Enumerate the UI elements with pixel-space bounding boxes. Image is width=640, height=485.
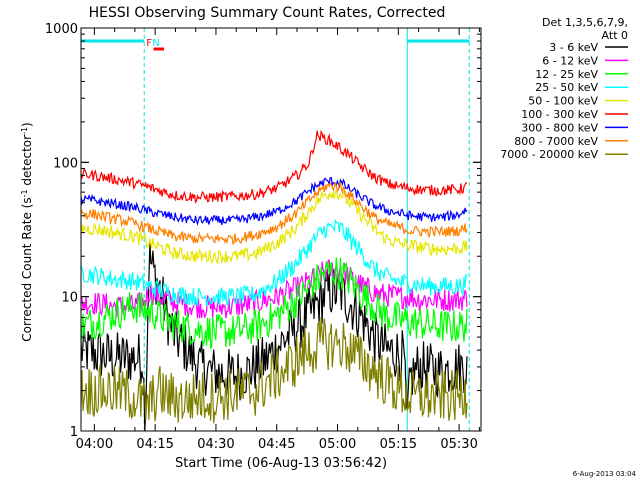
x-axis-label: Start Time (06-Aug-13 03:56:42)	[175, 456, 387, 471]
x-tick-label: 04:45	[258, 437, 295, 452]
x-axis: 04:00 04:15 04:30 04:45 05:00 05:15 05:30	[76, 28, 480, 452]
x-tick-label: 04:00	[76, 437, 113, 452]
plot-inner	[81, 28, 470, 431]
x-tick-label: 05:15	[380, 437, 417, 452]
y-axis-label: Corrected Count Rate (s-1 detector-1)	[20, 122, 35, 341]
series-trace-4	[81, 190, 468, 265]
plot-frame	[80, 27, 482, 432]
series-trace-7	[81, 181, 468, 246]
night-interval-1	[406, 28, 470, 431]
legend-entry-label: 6 - 12 keV	[542, 54, 598, 67]
legend-entry-label: 3 - 6 keV	[549, 41, 598, 54]
y-tick-label: 100	[53, 156, 78, 171]
flag-label-0: F	[146, 38, 152, 49]
y-axis-label-sup1: -1	[20, 189, 29, 197]
legend-header-line1: Det 1,3,5,6,7,9,	[542, 16, 628, 29]
y-axis-label-end: )	[20, 122, 34, 127]
x-tick-label: 05:00	[319, 437, 356, 452]
series-trace-5	[81, 129, 468, 204]
y-axis-label-mid: detector	[20, 135, 34, 190]
y-tick-label: 1000	[45, 22, 78, 37]
legend-entry-label: 800 - 7000 keV	[514, 135, 598, 148]
series-trace-8	[81, 316, 468, 424]
series-trace-6	[81, 177, 468, 226]
legend-entry-label: 7000 - 20000 keV	[500, 148, 598, 161]
y-axis-label-sup2: -1	[20, 127, 29, 135]
legend-entry-label: 50 - 100 keV	[528, 95, 598, 108]
series-trace-3	[81, 219, 468, 308]
chart-title: HESSI Observing Summary Count Rates, Cor…	[89, 5, 446, 21]
timestamp: 6-Aug-2013 03:04	[573, 470, 637, 478]
legend-entry-label: 300 - 800 keV	[521, 121, 598, 134]
legend-header-line2: Att 0	[602, 29, 628, 42]
legend-entry-label: 100 - 300 keV	[521, 108, 598, 121]
y-tick-label: 10	[61, 291, 78, 306]
series-trace-2	[81, 257, 468, 350]
flag-label-1: N	[152, 38, 159, 49]
y-axis: 1 10 100 1000	[45, 22, 481, 440]
legend-entry-label: 25 - 50 keV	[535, 81, 598, 94]
y-axis-label-main: Corrected Count Rate (s	[20, 197, 34, 341]
night-interval-0	[81, 28, 145, 431]
y-tick-label: 1	[70, 425, 78, 440]
legend-entry-label: 12 - 25 keV	[535, 68, 598, 81]
x-tick-label: 04:30	[197, 437, 234, 452]
x-tick-label: 05:30	[440, 437, 477, 452]
x-tick-label: 04:15	[136, 437, 173, 452]
